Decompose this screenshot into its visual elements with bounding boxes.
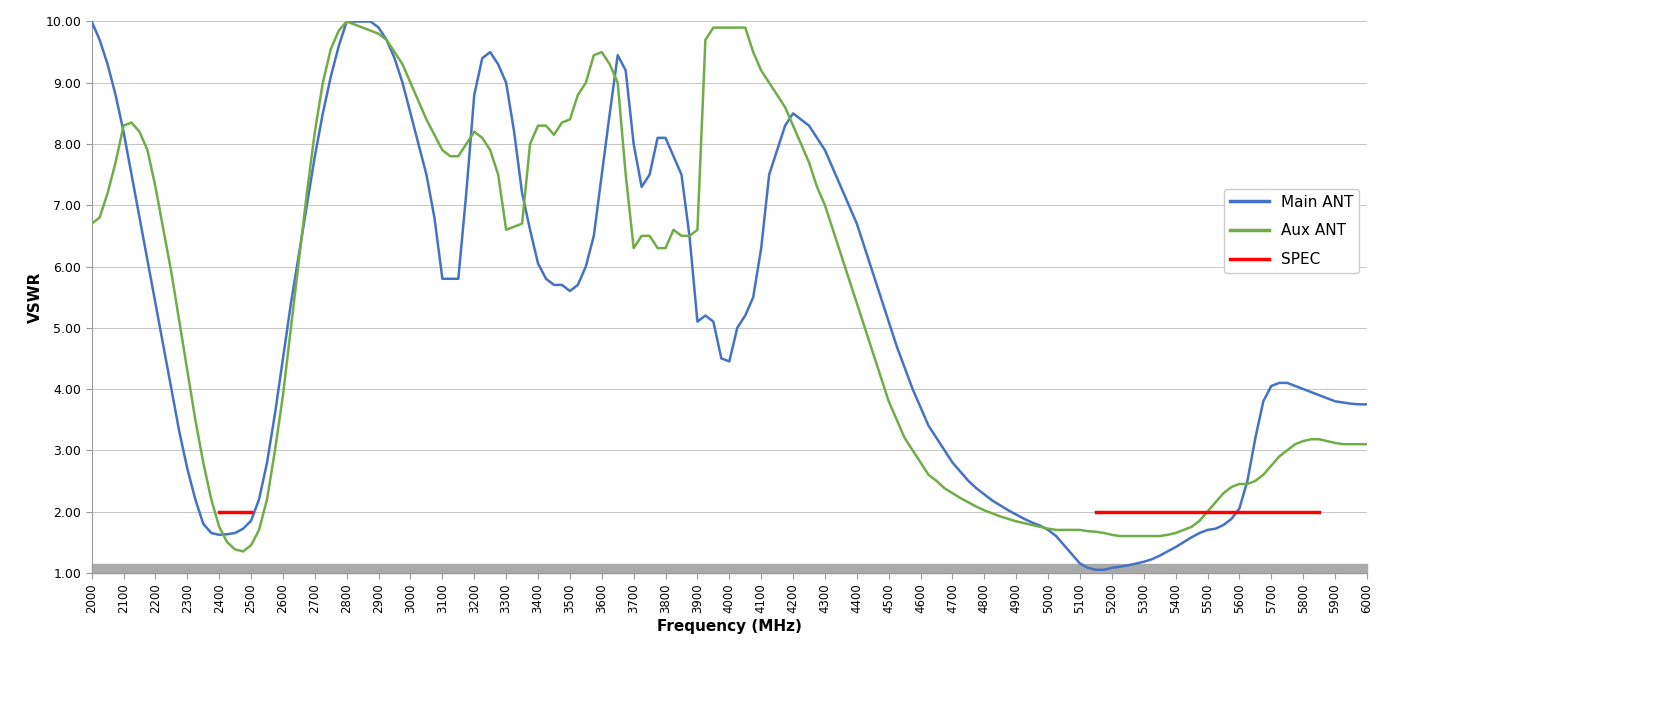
Bar xyxy=(92,563,1367,573)
Main ANT xyxy=(1302,388,1322,397)
Aux ANT xyxy=(568,91,588,100)
Aux ANT xyxy=(233,547,253,556)
Aux ANT xyxy=(82,219,102,228)
Main ANT xyxy=(503,127,523,136)
Aux ANT xyxy=(1357,440,1377,448)
Aux ANT xyxy=(1309,435,1329,443)
Main ANT xyxy=(82,17,102,26)
Aux ANT xyxy=(1222,483,1242,491)
Aux ANT xyxy=(520,140,540,148)
Line: Aux ANT: Aux ANT xyxy=(92,21,1367,551)
Main ANT xyxy=(1085,566,1105,574)
Legend: Main ANT, Aux ANT, SPEC: Main ANT, Aux ANT, SPEC xyxy=(1224,188,1359,274)
Main ANT xyxy=(432,274,452,283)
Aux ANT xyxy=(448,152,468,160)
Line: Main ANT: Main ANT xyxy=(92,21,1367,570)
Aux ANT xyxy=(337,17,357,26)
Main ANT xyxy=(1214,521,1234,529)
Main ANT xyxy=(552,281,572,289)
Y-axis label: VSWR: VSWR xyxy=(28,271,43,323)
Aux ANT xyxy=(1157,531,1177,539)
Main ANT xyxy=(1150,551,1170,560)
Main ANT xyxy=(1357,400,1377,409)
X-axis label: Frequency (MHz): Frequency (MHz) xyxy=(657,619,802,634)
